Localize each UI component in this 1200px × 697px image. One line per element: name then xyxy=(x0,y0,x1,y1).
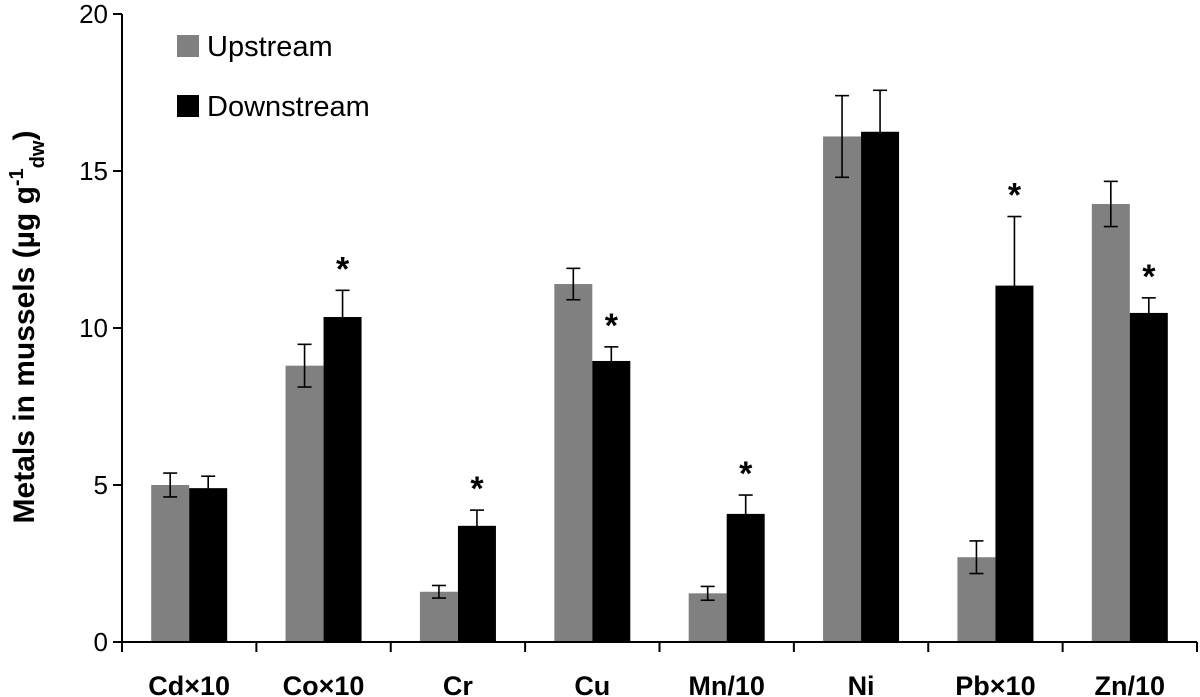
category-label: Cu xyxy=(574,671,610,697)
bar-downstream xyxy=(457,525,496,642)
y-axis-label-close: ) xyxy=(8,131,41,141)
category-labels: Cd×10 Co×10 Cr Cu Mn/10 Ni Pb×10 Zn/10 xyxy=(148,671,1165,697)
category-label: Mn/10 xyxy=(688,671,765,697)
bar-downstream xyxy=(189,488,228,642)
bar-downstream xyxy=(592,360,631,642)
category-label: Ni xyxy=(848,671,875,697)
significance-asterisk: * xyxy=(1142,258,1156,296)
y-axis-label-sub: dw xyxy=(27,140,49,168)
significance-markers: * * * * * * xyxy=(336,177,1156,509)
legend: Upstream Downstream xyxy=(177,31,370,123)
legend-swatch-downstream xyxy=(177,95,199,117)
bar-group xyxy=(151,131,1168,642)
bar-upstream xyxy=(823,136,862,642)
category-label: Cr xyxy=(443,671,473,697)
legend-swatch-upstream xyxy=(177,35,199,57)
bar-upstream xyxy=(151,485,190,642)
category-label: Co×10 xyxy=(283,671,365,697)
significance-asterisk: * xyxy=(1008,177,1022,215)
legend-label-upstream: Upstream xyxy=(207,31,333,63)
y-axis-label-main: Metals in mussels (µg g xyxy=(8,186,41,523)
category-label: Zn/10 xyxy=(1095,671,1166,697)
legend-label-downstream: Downstream xyxy=(207,91,370,123)
significance-asterisk: * xyxy=(739,455,753,493)
significance-asterisk: * xyxy=(470,470,484,508)
bar-upstream xyxy=(285,365,324,642)
bar-downstream xyxy=(861,131,900,642)
bar-downstream xyxy=(323,317,362,642)
x-axis-ticks xyxy=(121,642,1198,652)
y-tick-label: 10 xyxy=(79,313,108,343)
y-tick-label: 5 xyxy=(94,470,108,500)
bar-downstream xyxy=(1129,312,1168,642)
bar-upstream xyxy=(1091,203,1130,642)
y-axis-label: Metals in mussels (µg g-1dw) xyxy=(6,131,49,524)
error-bar-group xyxy=(163,89,1156,602)
y-axis-label-sup: -1 xyxy=(6,168,28,186)
significance-asterisk: * xyxy=(336,250,350,288)
bar-upstream xyxy=(554,284,593,642)
y-tick-label: 0 xyxy=(94,627,108,657)
y-tick-label: 15 xyxy=(79,156,108,186)
bar-downstream xyxy=(726,513,765,642)
y-axis-ticks: 0 5 10 15 20 xyxy=(79,0,122,657)
bar-upstream xyxy=(688,593,727,642)
y-tick-label: 20 xyxy=(79,0,108,29)
significance-asterisk: * xyxy=(605,307,619,345)
category-label: Cd×10 xyxy=(148,671,230,697)
bar-upstream xyxy=(419,591,458,642)
category-label: Pb×10 xyxy=(955,671,1035,697)
